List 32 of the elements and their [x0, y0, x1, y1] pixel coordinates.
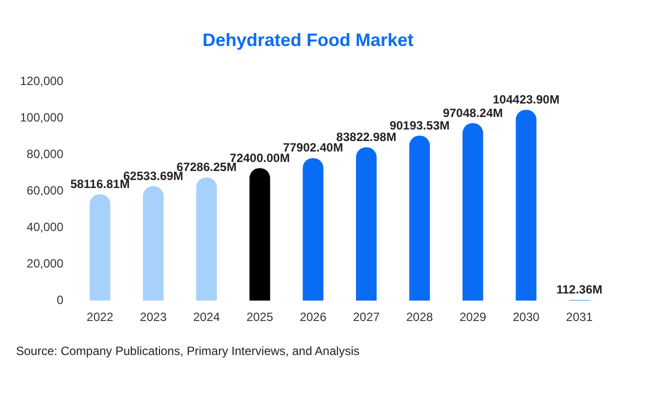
bar	[462, 123, 484, 301]
source-note: Source: Company Publications, Primary Interviews, and Analysis	[16, 344, 360, 358]
bar	[196, 177, 217, 301]
data-label: 90193.53M	[390, 118, 450, 132]
y-tick-label: 80,000	[26, 146, 64, 161]
x-tick-label: 2028	[406, 310, 434, 324]
x-tick-label: 2026	[300, 310, 327, 324]
x-tick-label: 2023	[140, 310, 167, 324]
bar	[409, 136, 430, 301]
bar	[356, 147, 377, 301]
y-tick-label: 20,000	[26, 256, 64, 270]
x-tick-label: 2031	[566, 310, 594, 324]
bar	[142, 186, 164, 301]
data-label: 104423.90M	[492, 92, 560, 106]
bar	[302, 158, 324, 301]
data-label: 97048.24M	[442, 106, 503, 120]
y-tick-label: 120,000	[20, 74, 64, 88]
y-tick-label: 0	[56, 292, 64, 307]
y-tick-label: 100,000	[20, 110, 64, 124]
x-tick-label: 2022	[86, 310, 114, 324]
y-tick-label: 40,000	[26, 220, 64, 234]
bar	[516, 110, 536, 301]
y-tick-label: 60,000	[26, 183, 64, 198]
data-label: 112.36M	[556, 282, 602, 297]
chart-title: Dehydrated Food Market	[202, 30, 414, 50]
bar	[90, 194, 110, 301]
x-tick-label: 2024	[193, 310, 220, 324]
x-tick-label: 2030	[512, 310, 540, 324]
x-tick-label: 2029	[459, 310, 487, 324]
x-tick-label: 2025	[246, 310, 274, 324]
bar	[249, 168, 270, 301]
x-tick-label: 2027	[352, 310, 380, 324]
